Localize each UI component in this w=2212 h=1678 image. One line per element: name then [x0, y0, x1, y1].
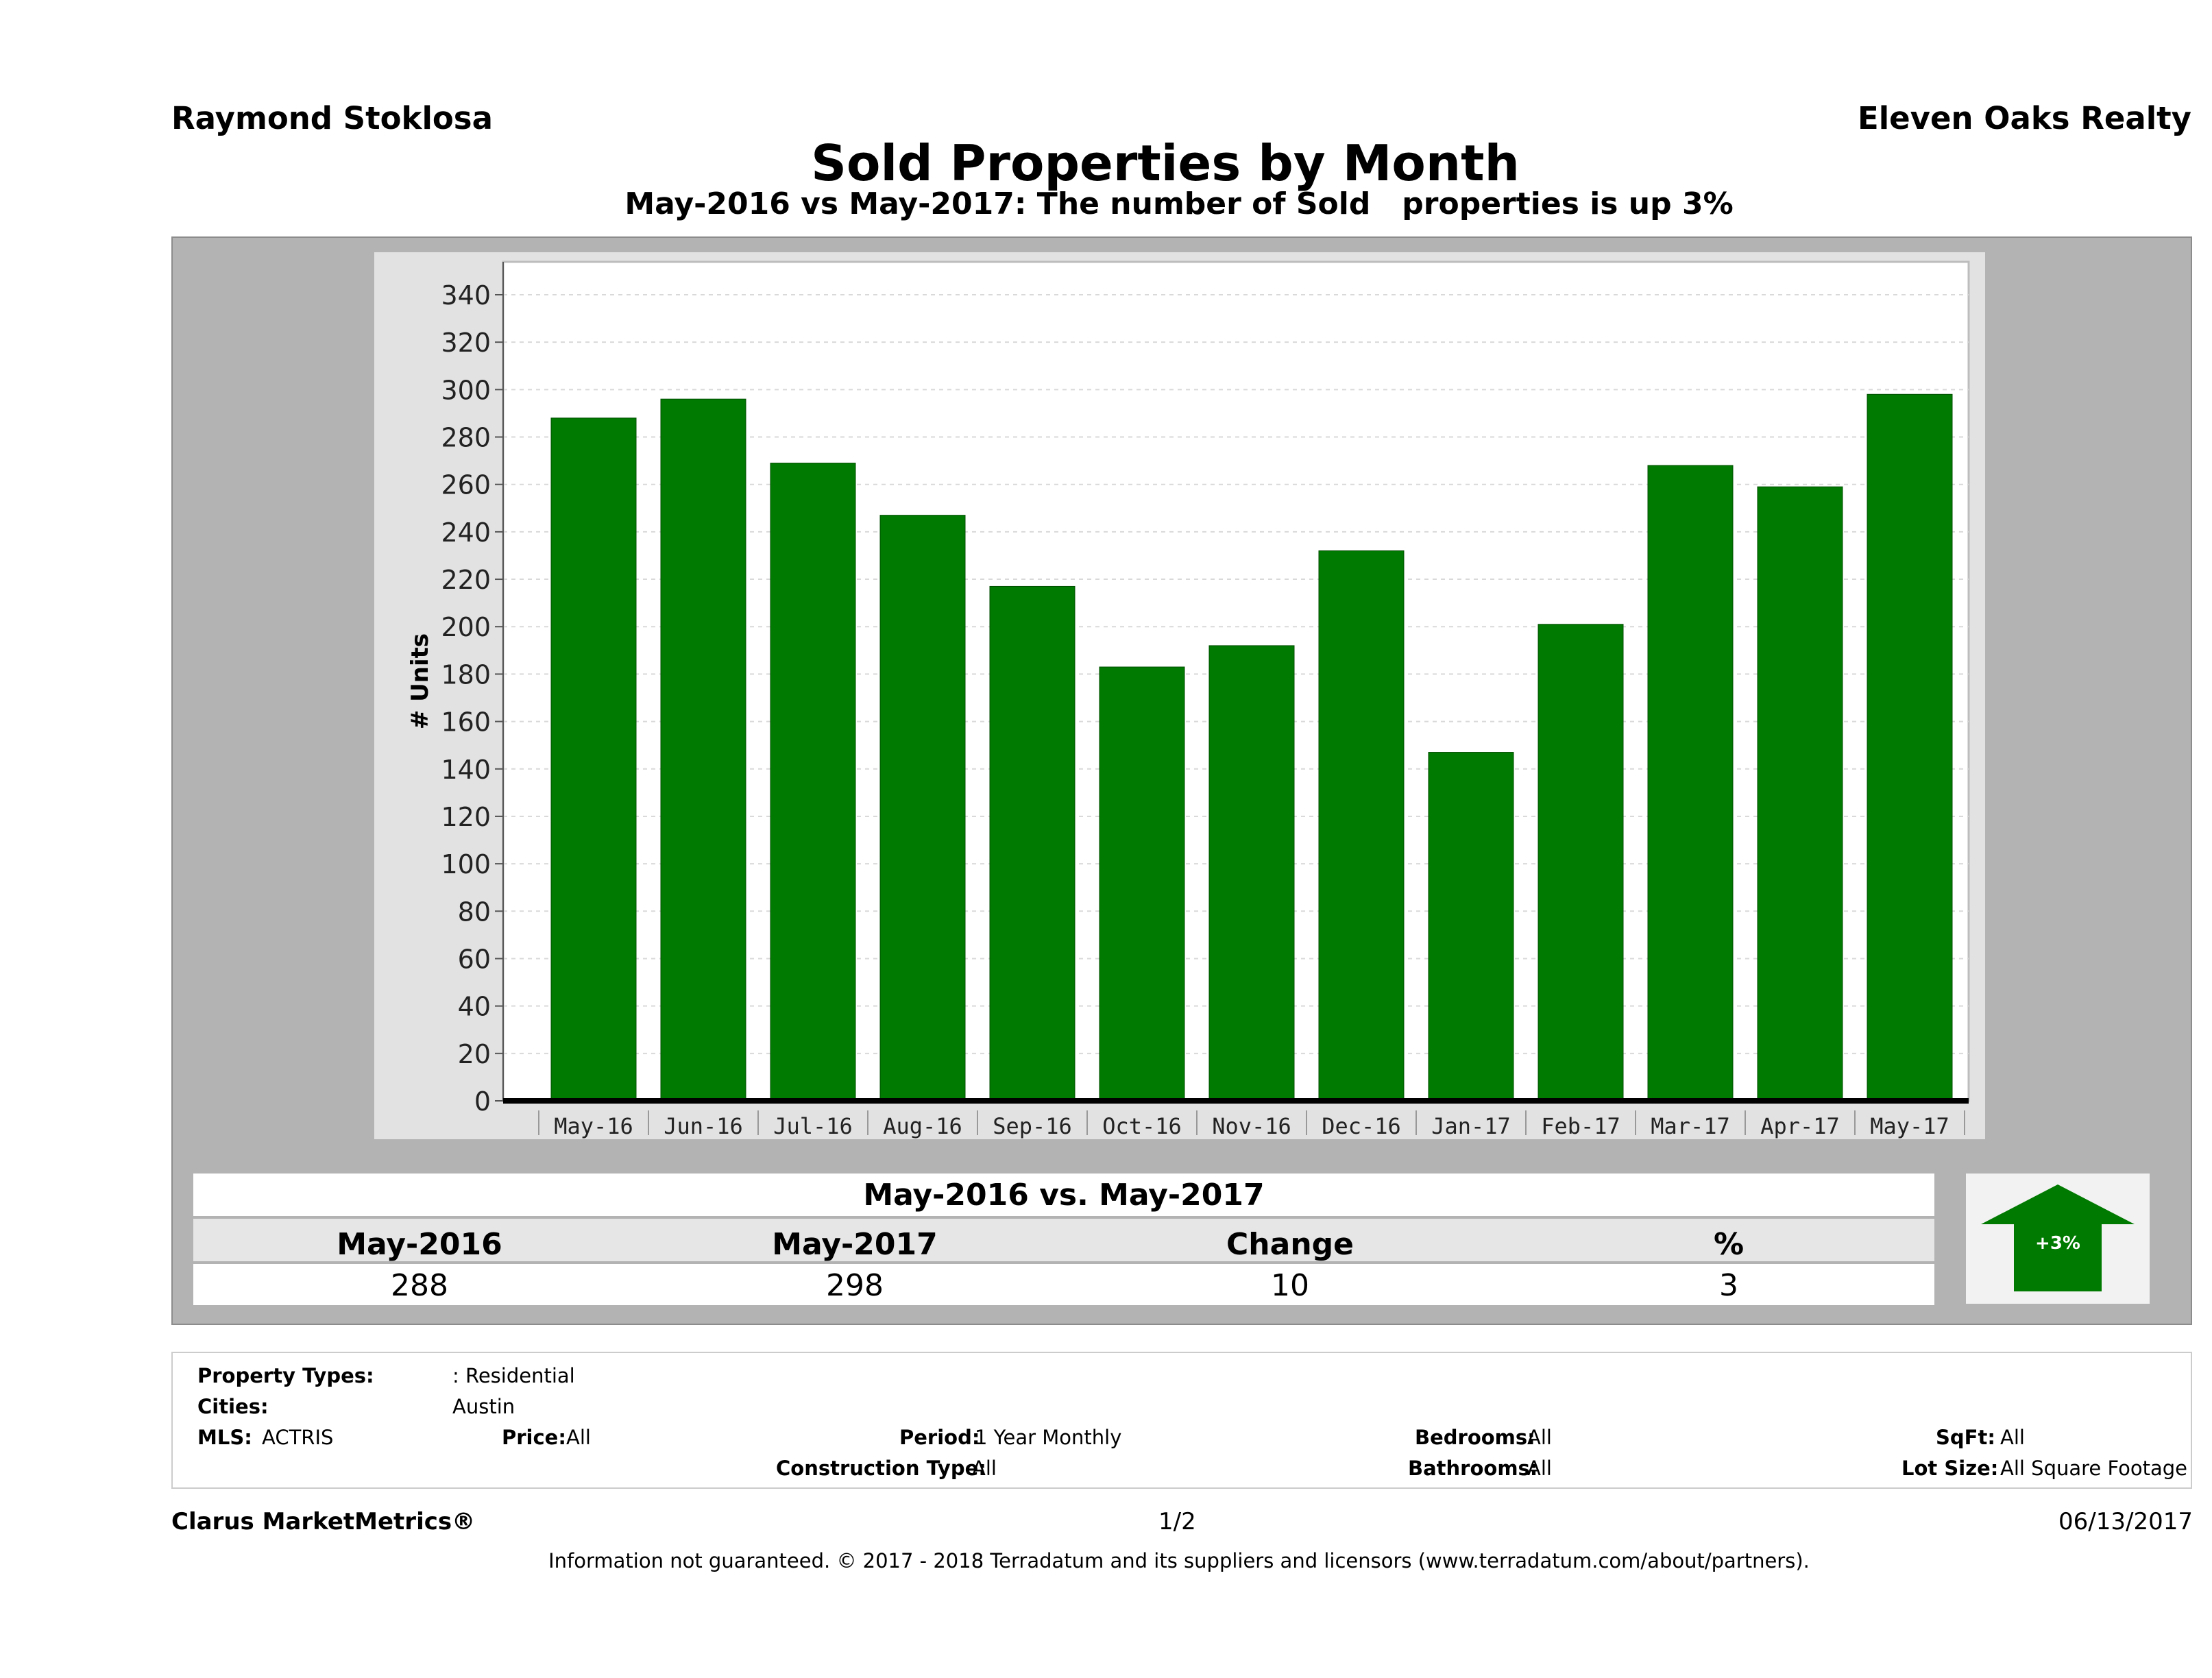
- company-name: Eleven Oaks Realty: [1857, 100, 2191, 136]
- y-tick-label: 160: [441, 707, 491, 738]
- summary-title: May-2016 vs. May-2017: [863, 1178, 1265, 1213]
- x-tick-label: Apr-17: [1760, 1113, 1840, 1139]
- x-tick-label: Nov-16: [1212, 1113, 1291, 1139]
- page-title: Sold Properties by Month: [811, 134, 1520, 192]
- x-tick-label: Sep-16: [993, 1113, 1072, 1139]
- summary-header-may-2016: May-2016: [337, 1227, 502, 1262]
- cities-label: Cities:: [197, 1395, 269, 1418]
- y-tick-label: 240: [441, 518, 491, 548]
- y-tick-label: 260: [441, 470, 491, 500]
- bar: [879, 515, 966, 1102]
- disclaimer: Information not guaranteed. © 2017 - 201…: [548, 1549, 1810, 1572]
- lot-size-value: All Square Footage: [2000, 1457, 2188, 1480]
- bar: [1099, 666, 1185, 1102]
- bar: [1538, 624, 1624, 1102]
- bar: [1208, 645, 1295, 1102]
- agent-name: Raymond Stoklosa: [171, 100, 493, 136]
- summary-value-percent: 3: [1719, 1268, 1738, 1303]
- y-tick-label: 20: [458, 1039, 491, 1069]
- y-tick-label: 300: [441, 375, 491, 405]
- y-tick-label: 60: [458, 944, 491, 974]
- bar: [770, 463, 856, 1102]
- mls-value: ACTRIS: [262, 1426, 334, 1449]
- bar: [550, 417, 637, 1102]
- summary-value-may-2016: 288: [391, 1268, 448, 1303]
- report-criteria: Property Types: : Residential Cities: Au…: [171, 1352, 2192, 1489]
- sqft-label: SqFt:: [1936, 1426, 1995, 1449]
- footer-brand: Clarus MarketMetrics®: [171, 1508, 476, 1535]
- lot-size-label: Lot Size:: [1901, 1457, 1999, 1480]
- bar: [1867, 393, 1953, 1102]
- y-tick-label: 100: [441, 849, 491, 879]
- price-label: Price:: [502, 1426, 566, 1449]
- bar: [1647, 465, 1734, 1102]
- page-subtitle: May-2016 vs May-2017: The number of Sold…: [624, 186, 1734, 221]
- y-tick-label: 140: [441, 755, 491, 785]
- x-tick-label: Jul-16: [773, 1113, 853, 1139]
- price-value: All: [566, 1426, 591, 1449]
- bar: [660, 398, 746, 1102]
- x-tick-label: Jun-16: [664, 1113, 743, 1139]
- period-label: Period:: [899, 1426, 980, 1449]
- summary-header-may-2017: May-2017: [772, 1227, 938, 1262]
- x-tick-label: Dec-16: [1322, 1113, 1401, 1139]
- change-percent-label: +3%: [2035, 1233, 2080, 1254]
- period-value: 1 Year Monthly: [975, 1426, 1122, 1449]
- y-tick-label: 40: [458, 992, 491, 1022]
- y-tick-label: 120: [441, 802, 491, 832]
- x-tick-label: May-17: [1870, 1113, 1949, 1139]
- property-types-label: Property Types:: [197, 1364, 374, 1387]
- y-tick-label: 80: [458, 897, 491, 927]
- construction-type-value: All: [972, 1457, 997, 1480]
- bar: [989, 585, 1075, 1102]
- up-arrow-icon: +3%: [1981, 1184, 2135, 1291]
- summary-value-may-2017: 298: [826, 1268, 884, 1303]
- sqft-value: All: [2000, 1426, 2025, 1449]
- property-types-value: : Residential: [452, 1364, 575, 1387]
- y-tick-label: 280: [441, 423, 491, 453]
- bar: [1757, 486, 1843, 1102]
- cities-value: Austin: [452, 1395, 515, 1418]
- x-tick-label: Jan-17: [1431, 1113, 1511, 1139]
- x-tick-label: May-16: [554, 1113, 633, 1139]
- bedrooms-value: All: [1527, 1426, 1552, 1449]
- page-number: 1/2: [1158, 1508, 1196, 1535]
- y-tick-label: 200: [441, 612, 491, 642]
- summary-header-percent: %: [1713, 1227, 1745, 1262]
- y-tick-label: 0: [474, 1086, 491, 1117]
- x-tick-label: Feb-17: [1541, 1113, 1620, 1139]
- bar-chart: 0 20 40 60 80 100 120 140 160 180 200 220 240 260 280 3…: [406, 260, 1970, 1139]
- y-tick-label: 320: [441, 328, 491, 358]
- bathrooms-label: Bathrooms:: [1408, 1457, 1538, 1480]
- bedrooms-label: Bedrooms:: [1415, 1426, 1535, 1449]
- bathrooms-value: All: [1527, 1457, 1552, 1480]
- x-tick-label: Oct-16: [1102, 1113, 1182, 1139]
- y-tick-label: 220: [441, 565, 491, 595]
- summary-value-change: 10: [1271, 1268, 1309, 1303]
- y-tick-label: 180: [441, 659, 491, 690]
- change-indicator: +3%: [1966, 1174, 2150, 1304]
- bar: [1318, 550, 1405, 1102]
- construction-type-label: Construction Type:: [776, 1457, 986, 1480]
- mls-label: MLS:: [197, 1426, 252, 1449]
- x-tick-label: Mar-17: [1651, 1113, 1730, 1139]
- report-date: 06/13/2017: [2058, 1508, 2193, 1535]
- y-axis-label: # Units: [406, 633, 434, 729]
- summary-header-change: Change: [1226, 1227, 1354, 1262]
- y-tick-label: 340: [441, 280, 491, 311]
- bar: [1428, 752, 1514, 1102]
- summary-table: May-2016 vs. May-2017 May-2016 May-2017 …: [185, 1165, 1952, 1309]
- x-tick-label: Aug-16: [883, 1113, 962, 1139]
